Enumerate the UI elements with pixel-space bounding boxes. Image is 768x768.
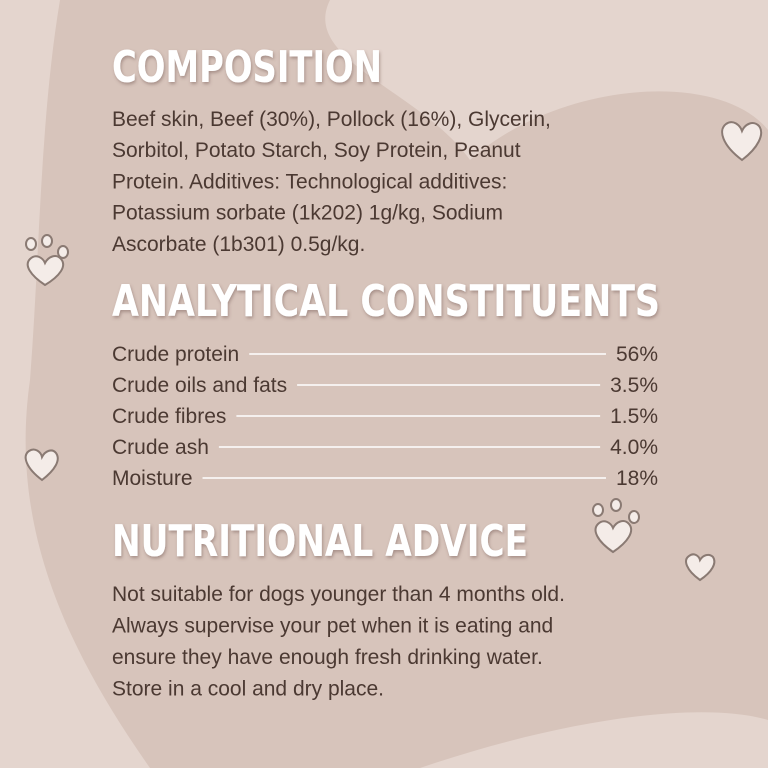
paw-icon	[592, 498, 640, 554]
paragraph-line: Potassium sorbate (1k202) 1g/kg, Sodium	[112, 202, 503, 225]
section-heading: ANALYTICAL CONSTITUENTS	[112, 276, 660, 327]
paragraph-line: Always supervise your pet when it is eat…	[112, 615, 553, 638]
section-heading: COMPOSITION	[112, 42, 382, 93]
constituent-name: Crude oils and fats	[112, 374, 287, 397]
heart-icon	[721, 121, 763, 162]
paragraph-line: Ascorbate (1b301) 0.5g/kg.	[112, 233, 365, 256]
section-heading: NUTRITIONAL ADVICE	[112, 516, 528, 567]
content: COMPOSITION Beef skin, Beef (30%), Polloc…	[112, 42, 660, 701]
heart-icon	[24, 448, 59, 482]
paragraph-line: Sorbitol, Potato Starch, Soy Protein, Pe…	[112, 139, 521, 162]
constituent-name: Moisture	[112, 467, 193, 490]
paragraph-line: Store in a cool and dry place.	[112, 678, 384, 701]
constituent-value: 18%	[616, 467, 658, 490]
constituent-name: Crude ash	[112, 436, 209, 459]
heart-icon	[685, 553, 716, 582]
paragraph-line: Protein. Additives: Technological additi…	[112, 170, 507, 193]
constituent-value: 1.5%	[610, 405, 658, 428]
constituent-value: 3.5%	[610, 374, 658, 397]
decorations	[24, 121, 763, 582]
constituent-value: 4.0%	[610, 436, 658, 459]
paw-icon	[25, 234, 69, 287]
paragraph-line: Not suitable for dogs younger than 4 mon…	[112, 583, 565, 606]
constituent-name: Crude protein	[112, 343, 239, 366]
constituent-name: Crude fibres	[112, 405, 226, 428]
paragraph-line: Beef skin, Beef (30%), Pollock (16%), Gl…	[112, 108, 551, 131]
background-heart	[25, 0, 768, 768]
paragraph-line: ensure they have enough fresh drinking w…	[112, 646, 543, 669]
constituent-value: 56%	[616, 343, 658, 366]
